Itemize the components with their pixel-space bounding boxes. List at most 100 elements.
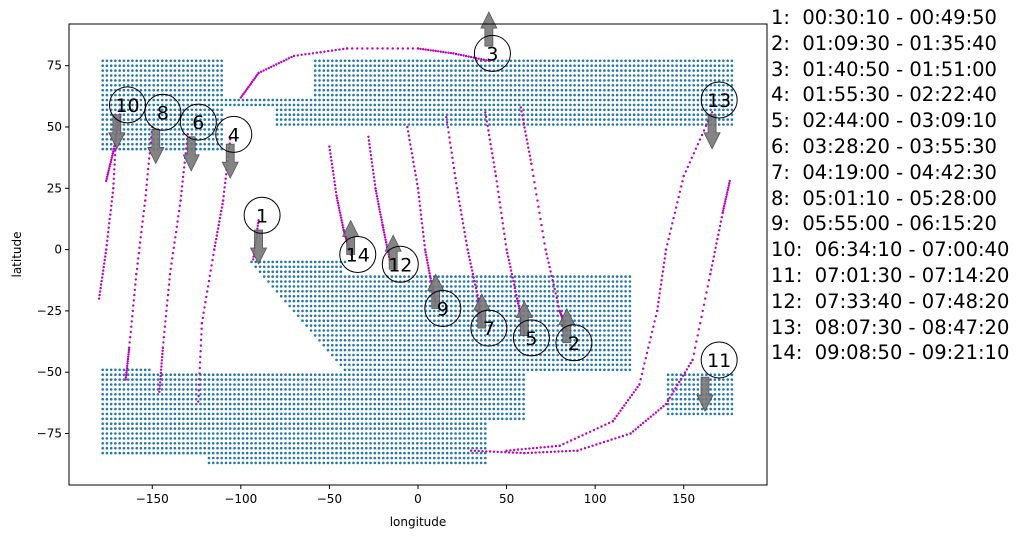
track-point — [216, 230, 219, 234]
track-point — [455, 182, 458, 185]
track-point — [328, 145, 331, 148]
track-point — [707, 279, 711, 282]
track-point — [370, 161, 374, 164]
track-point — [710, 268, 713, 271]
track-point — [165, 304, 169, 307]
track-point — [296, 54, 299, 57]
track-point — [275, 63, 278, 66]
track-point — [97, 297, 101, 300]
track-point — [532, 174, 535, 178]
track-point — [723, 202, 726, 205]
track-point — [704, 297, 707, 300]
track-point — [456, 191, 459, 194]
track-point — [239, 96, 242, 99]
track-point — [726, 188, 729, 192]
track-point — [243, 91, 246, 94]
track-point — [341, 223, 344, 227]
track-point — [424, 251, 427, 254]
track-point — [419, 213, 423, 216]
track-point — [476, 293, 479, 297]
track-point — [177, 209, 181, 213]
track-point — [384, 238, 387, 241]
track-point — [379, 213, 382, 216]
track-point — [701, 309, 704, 313]
coverage-dots — [101, 59, 734, 465]
track-point — [374, 189, 378, 193]
track-point — [406, 47, 410, 50]
track-point — [621, 406, 624, 410]
track-point — [421, 48, 425, 51]
track-point — [159, 374, 162, 378]
track-point — [657, 296, 661, 299]
track-point — [253, 77, 256, 80]
track-point — [337, 206, 341, 210]
track-point — [425, 258, 429, 262]
track-point — [199, 355, 202, 358]
track-point — [327, 49, 330, 53]
track-point — [256, 224, 259, 227]
track-point — [625, 401, 628, 405]
track-point — [488, 138, 492, 141]
track-point — [160, 365, 163, 368]
track-point — [724, 200, 727, 203]
track-point — [727, 186, 730, 189]
track-point — [464, 239, 468, 242]
track-point — [203, 306, 206, 309]
track-point — [135, 272, 138, 276]
track-point — [659, 287, 662, 291]
track-point — [124, 378, 127, 381]
track-point — [511, 276, 514, 279]
track-point — [315, 51, 318, 54]
track-point — [549, 450, 553, 454]
pass-marker-9 — [424, 289, 462, 327]
track-point — [568, 449, 571, 453]
track-point — [423, 248, 427, 251]
track-point — [101, 276, 104, 279]
legend-entry: 14: 09:08:50 - 09:21:10 — [771, 341, 1010, 365]
pass-label-5: 5 — [525, 328, 537, 350]
track-point — [272, 64, 275, 67]
track-point — [690, 156, 693, 159]
track-point — [538, 211, 541, 214]
track-point — [413, 165, 416, 168]
track-point — [619, 409, 622, 412]
track-point — [137, 257, 140, 260]
track-point — [384, 241, 388, 244]
track-point — [329, 152, 332, 155]
track-point — [379, 216, 383, 219]
track-point — [426, 264, 430, 267]
track-point — [164, 320, 167, 323]
track-point — [367, 135, 370, 138]
track-point — [382, 231, 386, 234]
track-point — [710, 264, 714, 267]
track-point — [219, 213, 222, 216]
track-point — [664, 402, 668, 406]
track-point — [385, 243, 388, 246]
legend-entry: 3: 01:40:50 - 01:51:00 — [771, 57, 997, 81]
track-point — [715, 242, 718, 245]
track-point — [160, 359, 164, 362]
track-point — [166, 293, 170, 297]
track-point — [702, 129, 706, 132]
track-point — [516, 297, 519, 300]
track-point — [539, 217, 542, 221]
x-tick-label: −100 — [224, 492, 257, 506]
track-point — [700, 133, 704, 137]
track-point — [596, 427, 599, 430]
track-point — [340, 221, 344, 224]
track-point — [257, 219, 260, 222]
track-point — [658, 292, 661, 295]
track-point — [174, 236, 177, 239]
track-point — [521, 114, 524, 117]
track-point — [496, 450, 499, 454]
track-point — [439, 50, 442, 53]
track-point — [470, 265, 473, 269]
track-point — [214, 241, 217, 244]
track-point — [661, 270, 665, 273]
track-point — [206, 285, 210, 288]
track-point — [498, 201, 501, 204]
track-point — [145, 183, 148, 186]
track-point — [330, 49, 334, 52]
track-point — [712, 255, 716, 258]
track-point — [554, 292, 557, 295]
